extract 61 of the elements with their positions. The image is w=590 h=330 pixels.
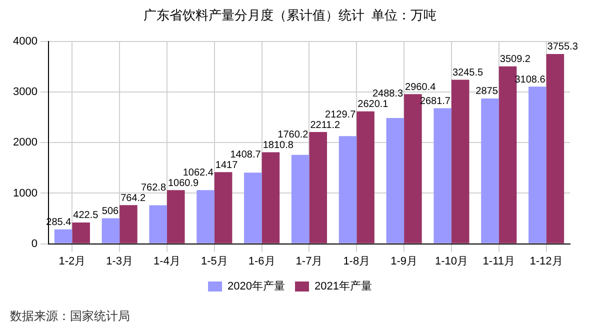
bar	[309, 132, 328, 244]
bar	[72, 222, 90, 244]
data-label: 506	[102, 206, 120, 217]
y-tick-label: 0	[31, 238, 38, 250]
data-label: 762.8	[140, 182, 166, 194]
bar	[528, 86, 546, 244]
y-tick-label: 2000	[12, 136, 38, 149]
bar	[120, 205, 138, 244]
bar	[546, 54, 564, 244]
x-tick-label: 1-9月	[390, 255, 418, 268]
bar	[291, 154, 310, 244]
x-tick-label: 1-3月	[106, 255, 134, 268]
x-tick-label: 1-10月	[434, 255, 468, 268]
y-tick-label: 4000	[12, 36, 38, 48]
bar	[244, 172, 262, 244]
y-tick-label: 3000	[12, 86, 38, 98]
data-label: 2620.1	[358, 99, 389, 110]
x-tick-label: 1-12月	[530, 255, 563, 268]
data-label: 1408.7	[230, 149, 262, 160]
x-tick-label: 1-7月	[296, 255, 323, 268]
bar	[434, 108, 452, 244]
bar	[167, 190, 185, 244]
bar	[404, 94, 422, 244]
data-label: 2960.4	[405, 82, 436, 93]
data-label: 1760.2	[278, 130, 309, 141]
data-label: 3509.2	[500, 54, 531, 66]
x-tick-label: 1-5月	[200, 255, 228, 268]
x-tick-label: 1-11月	[482, 255, 515, 268]
bar	[196, 190, 214, 244]
bar	[386, 118, 404, 244]
data-label: 2488.3	[372, 88, 404, 100]
bar	[356, 111, 374, 244]
bar	[481, 98, 499, 244]
data-label: 2211.2	[310, 120, 341, 131]
data-label: 764.2	[120, 192, 146, 204]
bar	[102, 218, 120, 244]
bar	[149, 205, 167, 244]
x-tick-label: 1-4月	[154, 255, 180, 268]
source-note: 数据来源：国家统计局	[10, 308, 130, 325]
data-label: 1060.9	[168, 178, 200, 189]
x-tick-label: 1-6月	[248, 255, 276, 268]
bar	[54, 229, 72, 244]
bar	[338, 136, 357, 244]
legend-label: 2021年产量	[314, 280, 372, 293]
x-tick-label: 1-8月	[343, 255, 370, 268]
data-label: 3245.5	[452, 67, 484, 78]
data-label: 422.5	[73, 210, 99, 222]
bar	[214, 172, 232, 244]
data-label: 2875	[476, 86, 498, 98]
data-label: 1062.4	[182, 167, 214, 178]
data-label: 1417	[215, 160, 238, 171]
bar	[498, 66, 517, 244]
data-label: 1810.8	[262, 140, 294, 152]
chart-title: 广东省饮料产量分月度（累计值）统计 单位：万吨	[143, 7, 437, 22]
data-label: 2129.7	[325, 109, 356, 120]
bar	[451, 80, 470, 244]
data-label: 3755.3	[547, 42, 578, 53]
y-tick-label: 1000	[12, 187, 38, 200]
x-tick-label: 1-2月	[58, 255, 86, 268]
legend-label: 2020年产量	[228, 280, 286, 293]
bar	[262, 152, 280, 244]
